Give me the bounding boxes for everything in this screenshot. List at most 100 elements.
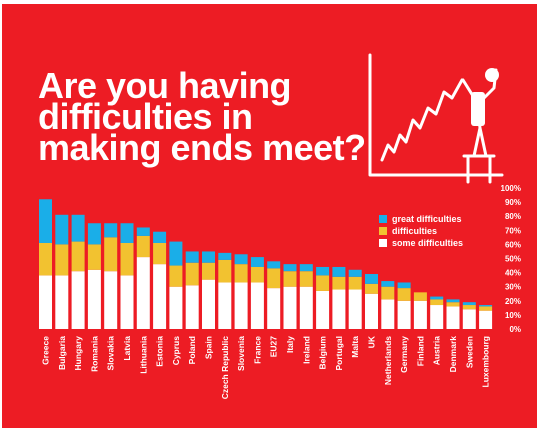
x-tick-label: Lithuania [138, 336, 148, 374]
bar-some-difficulties-eu27 [267, 288, 281, 329]
x-tick-label: Latvia [122, 336, 132, 361]
x-tick-label: Sweden [464, 336, 474, 368]
bar-difficulties-latvia [120, 242, 134, 276]
x-tick-label: Finland [415, 336, 425, 366]
bar-great-difficulties-netherlands [381, 281, 395, 287]
bar-great-difficulties-italy [283, 264, 297, 272]
x-tick-label: Hungary [73, 336, 83, 371]
bar-difficulties-spain [202, 262, 215, 280]
x-tick-label: Germany [399, 336, 409, 373]
bar-some-difficulties-czech-republic [218, 282, 232, 329]
bar-some-difficulties-austria [430, 305, 444, 329]
legend-swatch [379, 215, 387, 223]
y-tick-label: 80% [505, 212, 521, 221]
bar-difficulties-bulgaria [55, 244, 69, 276]
bar-some-difficulties-denmark [446, 306, 460, 329]
x-tick-label: Bulgaria [57, 336, 67, 370]
bar-great-difficulties-cyprus [169, 241, 183, 266]
x-tick-label: Romania [89, 336, 99, 372]
bar-great-difficulties-estonia [153, 231, 167, 243]
bar-great-difficulties-denmark [446, 299, 460, 303]
bar-some-difficulties-portugal [332, 289, 346, 329]
x-tick-label: Italy [285, 336, 295, 353]
bar-great-difficulties-latvia [120, 223, 134, 243]
bar-great-difficulties-poland [185, 251, 199, 263]
bar-some-difficulties-sweden [462, 309, 476, 329]
bar-great-difficulties-slovenia [234, 254, 248, 265]
x-tick-label: Austria [432, 336, 442, 366]
bar-some-difficulties-germany [397, 300, 411, 329]
bar-some-difficulties-lithuania [136, 257, 150, 329]
bar-some-difficulties-estonia [153, 264, 167, 329]
bar-difficulties-france [250, 266, 264, 283]
bar-some-difficulties-cyprus [169, 286, 183, 329]
bar-great-difficulties-france [250, 257, 264, 267]
x-tick-label: France [252, 336, 262, 364]
bar-some-difficulties-belgium [316, 290, 330, 329]
y-tick-label: 30% [505, 283, 521, 292]
bar-difficulties-poland [185, 262, 199, 286]
bar-difficulties-denmark [446, 302, 460, 307]
x-tick-label: Netherlands [383, 336, 393, 385]
bar-difficulties-uk [365, 283, 378, 294]
bar-some-difficulties-uk [365, 293, 378, 329]
x-tick-label: Slovakia [106, 336, 116, 371]
bar-difficulties-greece [39, 242, 52, 276]
bar-some-difficulties-netherlands [381, 299, 395, 329]
legend-swatch [379, 227, 387, 235]
bar-difficulties-romania [87, 244, 101, 270]
bar-difficulties-sweden [462, 305, 476, 310]
bar-great-difficulties-luxembourg [479, 305, 493, 307]
x-tick-label: Spain [204, 336, 214, 359]
y-tick-label: 70% [505, 226, 521, 235]
bar-some-difficulties-slovenia [234, 282, 248, 329]
bar-difficulties-austria [430, 299, 444, 306]
bar-great-difficulties-czech-republic [218, 252, 232, 260]
title-line-2: difficulties in [38, 96, 253, 137]
bar-great-difficulties-greece [39, 199, 52, 243]
bar-great-difficulties-sweden [462, 302, 476, 306]
bar-difficulties-belgium [316, 275, 330, 291]
bar-difficulties-eu27 [267, 268, 281, 289]
y-tick-label: 40% [505, 269, 521, 278]
x-tick-label: Slovenia [236, 336, 246, 371]
x-tick-label: Poland [187, 336, 197, 364]
bar-difficulties-germany [397, 288, 411, 301]
bar-some-difficulties-poland [185, 285, 199, 329]
x-tick-label: Ireland [301, 336, 311, 364]
bar-some-difficulties-luxembourg [479, 310, 493, 329]
bar-difficulties-lithuania [136, 235, 150, 258]
y-tick-label: 90% [505, 198, 521, 207]
bar-some-difficulties-bulgaria [55, 275, 69, 329]
bar-some-difficulties-france [250, 282, 264, 329]
bar-some-difficulties-ireland [299, 286, 313, 329]
bar-some-difficulties-latvia [120, 275, 134, 329]
bar-difficulties-ireland [299, 271, 313, 287]
bar-difficulties-portugal [332, 276, 346, 290]
bar-great-difficulties-portugal [332, 266, 346, 277]
bar-difficulties-italy [283, 271, 297, 287]
bar-difficulties-hungary [71, 241, 85, 272]
bar-great-difficulties-ireland [299, 264, 313, 272]
bar-difficulties-netherlands [381, 286, 395, 300]
x-tick-label: Malta [350, 336, 360, 358]
x-tick-label: Greece [41, 336, 51, 365]
y-tick-label: 10% [505, 311, 521, 320]
legend-label: great difficulties [392, 214, 462, 224]
bar-difficulties-cyprus [169, 265, 183, 287]
title-line-3: making ends meet? [38, 127, 366, 168]
title-line-1: Are you having [38, 65, 292, 106]
bar-great-difficulties-lithuania [136, 227, 150, 236]
x-tick-label: EU27 [269, 336, 279, 358]
y-tick-label: 50% [505, 255, 521, 264]
bar-great-difficulties-uk [365, 274, 378, 284]
bar-great-difficulties-austria [430, 296, 444, 300]
bar-great-difficulties-bulgaria [55, 214, 69, 245]
bar-difficulties-malta [348, 276, 362, 290]
bar-great-difficulties-hungary [71, 214, 85, 242]
bar-difficulties-finland [413, 292, 427, 301]
bar-great-difficulties-slovakia [104, 223, 118, 238]
y-tick-label: 20% [505, 297, 521, 306]
x-tick-label: Cyprus [171, 336, 181, 366]
